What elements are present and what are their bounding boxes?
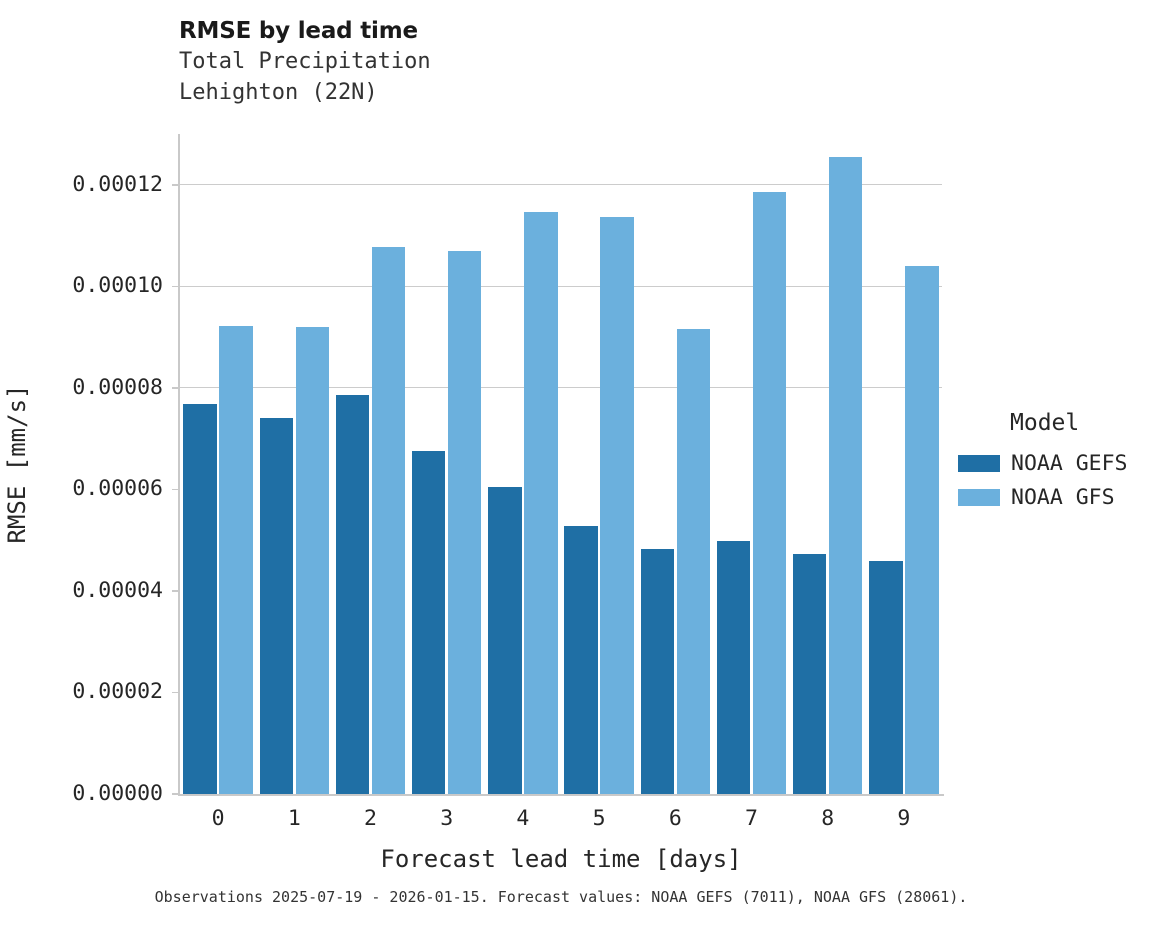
y-axis-tick-labels: 0.00000 0.00002 0.00004 0.00006 0.00008 0.000…: [0, 134, 163, 804]
x-tick-label: 6: [668, 806, 682, 831]
y-tick-mark: [172, 793, 179, 795]
y-tick-label: 0.00004: [72, 577, 163, 603]
x-tick-label: 5: [592, 806, 606, 831]
y-tick-label: 0.00006: [72, 476, 163, 502]
x-axis-tick-labels: 0 1 2 3 4 5 6 7 8 9: [180, 806, 942, 836]
bar-noaa-gefs-day-8[interactable]: [792, 553, 827, 794]
gridline: [180, 184, 942, 186]
y-tick-label: 0.00000: [72, 781, 163, 806]
bar-noaa-gfs-day-8[interactable]: [828, 157, 863, 794]
bar-noaa-gefs-day-6[interactable]: [640, 549, 675, 794]
y-tick-mark: [172, 285, 179, 288]
bar-noaa-gefs-day-7[interactable]: [716, 541, 751, 794]
axis-spine-bottom: [178, 793, 944, 796]
legend-swatch-icon: [958, 454, 1000, 472]
x-tick-label: 9: [897, 806, 911, 831]
axis-spine-left: [178, 134, 181, 794]
bar-noaa-gfs-day-0[interactable]: [219, 325, 253, 794]
bar-noaa-gefs-day-3[interactable]: [411, 450, 446, 794]
chart-subtitle-variable: Total Precipitation: [179, 49, 431, 74]
bar-noaa-gefs-day-2[interactable]: [335, 394, 370, 794]
bar-noaa-gfs-day-5[interactable]: [600, 216, 634, 794]
y-tick-mark: [172, 590, 179, 592]
legend: Model NOAA GEFS NOAA GFS: [958, 409, 1173, 515]
x-tick-label: 7: [745, 806, 758, 831]
gridline: [180, 285, 942, 287]
legend-entry[interactable]: NOAA GFS: [958, 481, 1173, 513]
legend-swatch-icon: [958, 488, 1000, 506]
x-axis-title: Forecast lead time [days]: [380, 845, 742, 873]
gridline: [180, 387, 942, 389]
y-tick-mark: [172, 183, 179, 186]
chart-caption: Observations 2025-07-19 - 2026-01-15. Fo…: [154, 888, 968, 906]
y-tick-label: 0.00010: [72, 273, 163, 299]
y-tick-label: 0.00002: [72, 679, 163, 705]
y-axis-title: RMSE [mm/s]: [0, 134, 34, 794]
y-tick-label: 0.00008: [72, 374, 163, 400]
bar-noaa-gefs-day-4[interactable]: [488, 486, 522, 794]
y-tick-mark: [172, 387, 179, 389]
x-tick-label: 1: [287, 806, 301, 831]
x-tick-label: 2: [364, 806, 377, 831]
x-tick-label: 8: [821, 806, 835, 831]
plot-background: [180, 134, 942, 794]
bar-noaa-gfs-day-9[interactable]: [905, 265, 939, 794]
legend-title: Model: [1010, 410, 1080, 436]
chart-title: RMSE by lead time: [179, 18, 418, 44]
bar-noaa-gfs-day-3[interactable]: [447, 251, 482, 794]
bar-noaa-gfs-day-6[interactable]: [676, 328, 711, 794]
bar-noaa-gfs-day-2[interactable]: [371, 247, 406, 794]
x-tick-label: 3: [440, 806, 454, 831]
plot-area: [172, 134, 944, 796]
y-tick-mark: [172, 488, 179, 491]
bar-noaa-gefs-day-5[interactable]: [564, 526, 598, 794]
bar-noaa-gfs-day-7[interactable]: [752, 191, 787, 794]
legend-entries: NOAA GEFS NOAA GFS: [958, 447, 1173, 513]
bar-noaa-gefs-day-1[interactable]: [259, 417, 294, 794]
legend-label: NOAA GFS: [1011, 484, 1115, 510]
legend-entry[interactable]: NOAA GEFS: [958, 447, 1173, 479]
y-tick-mark: [172, 691, 179, 694]
bar-noaa-gefs-day-9[interactable]: [869, 561, 903, 794]
x-tick-label: 4: [516, 806, 530, 831]
legend-label: NOAA GEFS: [1011, 450, 1128, 476]
chart-subtitle-location: Lehighton (22N): [179, 80, 378, 105]
bar-noaa-gfs-day-4[interactable]: [524, 212, 558, 794]
y-axis-title-text: RMSE [mm/s]: [3, 384, 31, 544]
x-tick-label: 0: [211, 806, 225, 831]
title-block: RMSE by lead time Total Precipitation Le…: [179, 16, 939, 108]
bar-noaa-gfs-day-1[interactable]: [295, 326, 330, 794]
bar-noaa-gefs-day-0[interactable]: [183, 404, 217, 794]
y-tick-label: 0.00012: [72, 171, 163, 197]
